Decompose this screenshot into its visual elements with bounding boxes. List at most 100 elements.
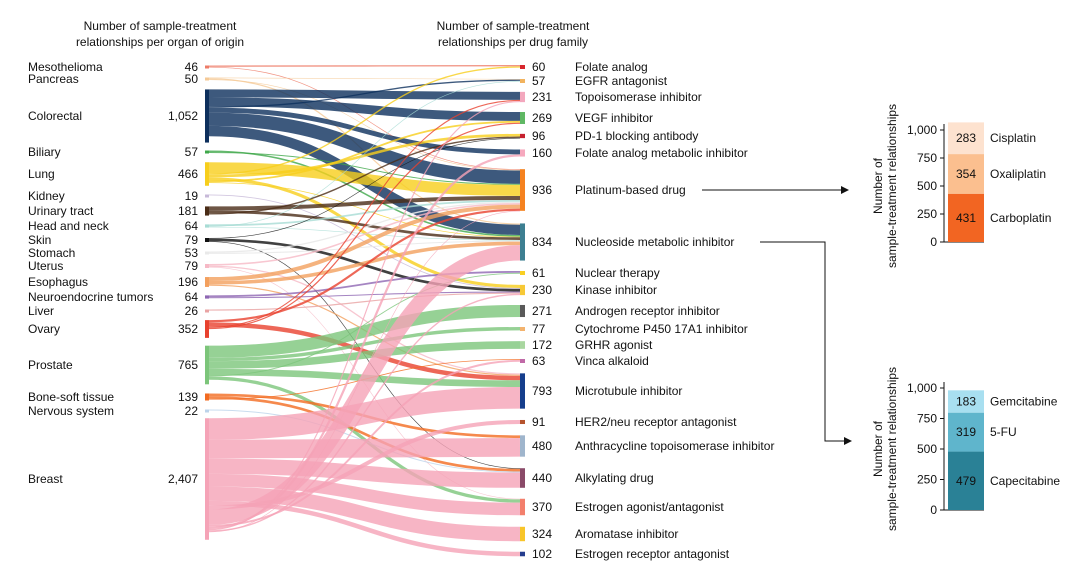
organ-node-prostate[interactable]: [205, 345, 209, 385]
y-tick-label: 1,000: [907, 123, 937, 137]
organ-value-lung: 466: [178, 167, 198, 181]
drug-label-estrogen-receptor-antagonist: Estrogen receptor antagonist: [575, 547, 730, 561]
drug-label-egfr-antagonist: EGFR antagonist: [575, 74, 668, 88]
organ-node-kidney[interactable]: [205, 194, 209, 198]
flow-mesothelioma-to-folate-analog: [208, 65, 521, 67]
bar-segment-capecitabine[interactable]: [948, 451, 984, 510]
y-tick-label: 750: [917, 151, 937, 165]
organ-node-esophagus[interactable]: [205, 277, 209, 287]
organ-label-esophagus: Esophagus: [28, 275, 88, 289]
flow-skin-to-pd-1-blocking-antibody: [208, 137, 521, 239]
organ-node-head-and-neck[interactable]: [205, 224, 209, 228]
organ-node-liver[interactable]: [205, 309, 209, 313]
flow-breast-to-vinca-alkaloid: [208, 359, 521, 527]
flow-prostate-to-nuclear-therapy: [208, 272, 521, 377]
drug-label-microtubule-inhibitor: Microtubule inhibitor: [575, 384, 682, 398]
drug-node-aromatase-inhibitor[interactable]: [520, 526, 525, 542]
flow-breast-to-folate-analog-metabolic-inhibitor: [208, 154, 521, 530]
organ-label-ovary: Ovary: [28, 322, 60, 336]
y-tick-label: 250: [917, 473, 937, 487]
organ-label-bone-soft-tissue: Bone-soft tissue: [28, 390, 114, 404]
drug-node-vegf-inhibitor[interactable]: [520, 112, 525, 124]
drug-node-alkylating-drug[interactable]: [520, 468, 525, 488]
organ-node-biliary[interactable]: [205, 150, 209, 154]
bar-segment-carboplatin[interactable]: [948, 193, 984, 242]
drug-node-folate-analog[interactable]: [520, 65, 525, 69]
drug-node-egfr-antagonist[interactable]: [520, 79, 525, 83]
organ-node-bone-soft-tissue[interactable]: [205, 393, 209, 401]
drug-node-cytochrome-p450-17a1-inhibitor[interactable]: [520, 327, 525, 331]
drug-label-cytochrome-p450-17a1-inhibitor: Cytochrome P450 17A1 inhibitor: [575, 322, 748, 336]
organ-value-biliary: 57: [185, 145, 199, 159]
flow-colorectal-to-folate-analog-metabolic-inhibitor: [208, 107, 521, 155]
drug-node-androgen-receptor-inhibitor[interactable]: [520, 304, 525, 318]
organ-node-ovary[interactable]: [205, 320, 209, 338]
organ-node-lung[interactable]: [205, 162, 209, 186]
organ-node-uterus[interactable]: [205, 264, 209, 268]
flow-biliary-to-platinum-based-drug: [208, 152, 521, 185]
drug-value-androgen-receptor-inhibitor: 271: [532, 304, 552, 318]
drug-node-her2-neu-receptor-antagonist[interactable]: [520, 419, 525, 425]
organ-value-liver: 26: [185, 304, 199, 318]
organ-node-nervous-system[interactable]: [205, 409, 209, 413]
bar-label-5-fu: 5-FU: [990, 425, 1017, 439]
bar-segment-cisplatin[interactable]: [948, 122, 984, 155]
organ-node-colorectal[interactable]: [205, 89, 209, 143]
flow-lung-to-folate-analog: [208, 66, 521, 175]
bar-value-oxaliplatin: 354: [956, 167, 976, 181]
organ-node-urinary-tract[interactable]: [205, 206, 209, 216]
drug-value-egfr-antagonist: 57: [532, 74, 546, 88]
drug-node-nucleoside-metabolic-inhibitor[interactable]: [520, 223, 525, 261]
drug-node-kinase-inhibitor[interactable]: [520, 284, 525, 296]
drug-label-estrogen-agonist-antagonist: Estrogen agonist/antagonist: [575, 500, 724, 514]
drug-label-folate-analog: Folate analog: [575, 60, 648, 74]
flow-breast-to-kinase-inhibitor: [208, 293, 521, 532]
organ-value-ovary: 352: [178, 322, 198, 336]
y-axis-label-line: Number of: [871, 157, 885, 214]
organ-node-mesothelioma[interactable]: [205, 65, 209, 69]
organ-node-breast[interactable]: [205, 418, 209, 540]
drug-value-her2-neu-receptor-antagonist: 91: [532, 415, 546, 429]
organ-label-pancreas: Pancreas: [28, 72, 79, 86]
bar-segment-5-fu[interactable]: [948, 412, 984, 452]
drug-label-vegf-inhibitor: VEGF inhibitor: [575, 111, 653, 125]
organ-value-urinary-tract: 181: [178, 204, 198, 218]
organ-label-urinary-tract: Urinary tract: [28, 204, 94, 218]
flow-pancreas-to-platinum-based-drug: [208, 79, 521, 171]
drug-node-anthracycline-topoisomerase-inhibitor[interactable]: [520, 435, 525, 457]
drug-node-nuclear-therapy[interactable]: [520, 271, 525, 275]
drug-node-estrogen-agonist-antagonist[interactable]: [520, 498, 525, 516]
organ-value-stomach: 53: [185, 246, 199, 260]
organ-node-stomach[interactable]: [205, 251, 209, 255]
organ-node-skin[interactable]: [205, 238, 209, 242]
bar-segment-oxaliplatin[interactable]: [948, 154, 984, 194]
drug-node-grhr-agonist[interactable]: [520, 341, 525, 349]
drug-value-pd-1-blocking-antibody: 96: [532, 129, 546, 143]
organ-value-nervous-system: 22: [185, 404, 199, 418]
bar-label-capecitabine: Capecitabine: [990, 474, 1060, 488]
drug-node-microtubule-inhibitor[interactable]: [520, 373, 525, 409]
drug-node-vinca-alkaloid[interactable]: [520, 359, 525, 363]
drug-label-nucleoside-metabolic-inhibitor: Nucleoside metabolic inhibitor: [575, 235, 734, 249]
drug-node-platinum-based-drug[interactable]: [520, 169, 525, 211]
flow-urinary-tract-to-platinum-based-drug: [208, 195, 521, 211]
organ-node-neuroendocrine-tumors[interactable]: [205, 295, 209, 299]
flow-stomach-to-platinum-based-drug: [208, 201, 521, 253]
drug-value-vegf-inhibitor: 269: [532, 111, 552, 125]
organ-nodes: Mesothelioma 46 Pancreas 50 Colorectal 1,052 B…: [28, 60, 209, 540]
drug-node-estrogen-receptor-antagonist[interactable]: [520, 551, 525, 557]
flow-breast-to-topoisomerase-inhibitor: [208, 100, 521, 531]
bar-segment-gemcitabine[interactable]: [948, 390, 984, 413]
drug-nodes: 60 Folate analog 57 EGFR antagonist 231 Topoi…: [520, 60, 774, 561]
drug-node-topoisomerase-inhibitor[interactable]: [520, 91, 525, 103]
y-axis-label-line: Number of: [871, 420, 885, 477]
flow-prostate-to-grhr-agonist: [208, 341, 521, 369]
flow-lung-to-kinase-inhibitor: [208, 177, 521, 288]
drug-value-nuclear-therapy: 61: [532, 266, 546, 280]
organ-node-pancreas[interactable]: [205, 77, 209, 81]
drug-node-pd-1-blocking-antibody[interactable]: [520, 133, 525, 139]
flow-lung-to-vegf-inhibitor: [208, 120, 521, 183]
flow-lung-to-pd-1-blocking-antibody: [208, 133, 521, 178]
drug-node-folate-analog-metabolic-inhibitor[interactable]: [520, 149, 525, 157]
drug-label-vinca-alkaloid: Vinca alkaloid: [575, 354, 649, 368]
